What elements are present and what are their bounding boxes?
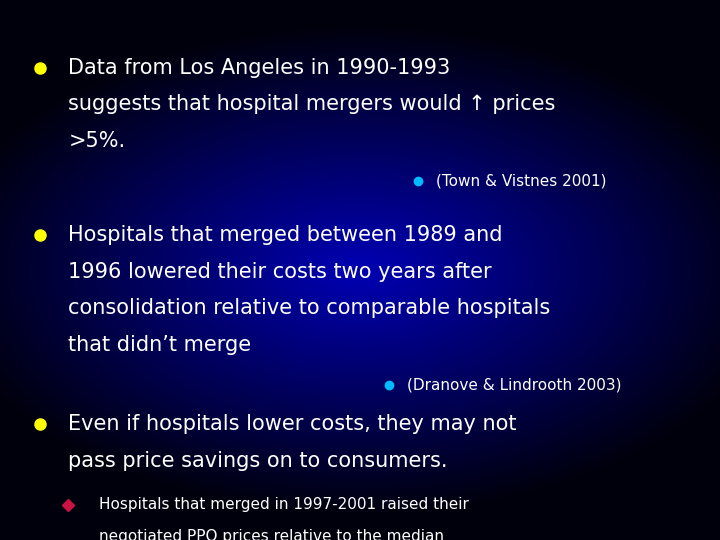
Text: Hospitals that merged in 1997-2001 raised their: Hospitals that merged in 1997-2001 raise… xyxy=(99,497,469,512)
Text: Hospitals that merged between 1989 and: Hospitals that merged between 1989 and xyxy=(68,225,503,245)
Text: pass price savings on to consumers.: pass price savings on to consumers. xyxy=(68,450,448,471)
Text: (Town & Vistnes 2001): (Town & Vistnes 2001) xyxy=(436,174,606,189)
Text: Even if hospitals lower costs, they may not: Even if hospitals lower costs, they may … xyxy=(68,414,517,434)
Text: that didn’t merge: that didn’t merge xyxy=(68,335,251,355)
Text: negotiated PPO prices relative to the median: negotiated PPO prices relative to the me… xyxy=(99,529,444,540)
Text: consolidation relative to comparable hospitals: consolidation relative to comparable hos… xyxy=(68,298,551,319)
Text: 1996 lowered their costs two years after: 1996 lowered their costs two years after xyxy=(68,261,492,282)
Text: >5%.: >5%. xyxy=(68,131,125,151)
Text: Data from Los Angeles in 1990-1993: Data from Los Angeles in 1990-1993 xyxy=(68,57,451,78)
Text: (Dranove & Lindrooth 2003): (Dranove & Lindrooth 2003) xyxy=(407,378,621,393)
Text: suggests that hospital mergers would ↑ prices: suggests that hospital mergers would ↑ p… xyxy=(68,94,556,114)
